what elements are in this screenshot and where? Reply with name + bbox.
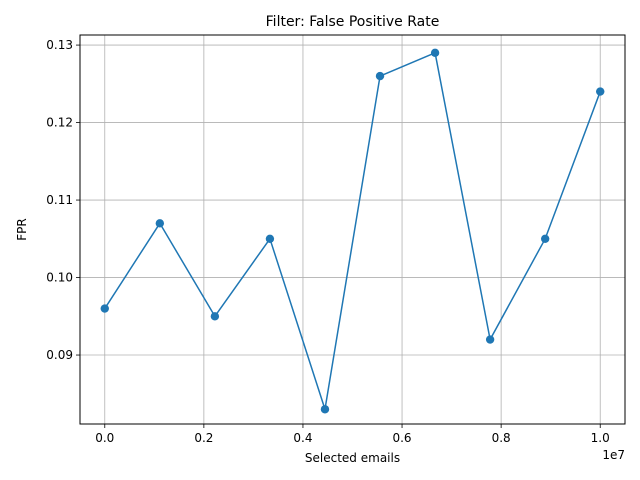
y-tick-label: 0.12 [46, 116, 73, 130]
y-tick-label: 0.10 [46, 271, 73, 285]
y-tick-label: 0.11 [46, 193, 73, 207]
x-axis-offset-text: 1e7 [602, 448, 625, 462]
y-axis-ticks: 0.09 0.10 0.11 0.12 0.13 [46, 38, 80, 362]
data-point [430, 48, 440, 58]
data-point [375, 71, 385, 81]
series-line [104, 52, 601, 411]
x-tick-label: 1.0 [591, 431, 610, 445]
series-line-layer [104, 52, 601, 411]
plot-area-frame [79, 34, 626, 425]
data-point [210, 312, 220, 321]
x-axis-label: Selected emails [305, 451, 400, 465]
grid [80, 35, 625, 424]
data-point [540, 234, 550, 243]
data-point [596, 87, 605, 96]
x-tick-label: 0.6 [392, 431, 411, 445]
chart-title: Filter: False Positive Rate [266, 14, 440, 30]
y-tick-label: 0.09 [46, 348, 73, 362]
x-tick-label: 0.8 [492, 431, 511, 445]
data-point [485, 335, 495, 344]
data-point [320, 405, 330, 414]
data-point [100, 304, 109, 313]
x-tick-label: 0.4 [293, 431, 312, 445]
data-point [265, 234, 275, 243]
data-point [155, 219, 165, 228]
y-tick-label: 0.13 [46, 38, 73, 52]
x-tick-label: 0.2 [194, 431, 213, 445]
x-axis-ticks: 0.0 0.2 0.4 0.6 0.8 1.0 [95, 424, 610, 445]
y-axis-label: FPR [15, 218, 29, 240]
series-points [100, 48, 605, 414]
x-tick-label: 0.0 [95, 431, 114, 445]
